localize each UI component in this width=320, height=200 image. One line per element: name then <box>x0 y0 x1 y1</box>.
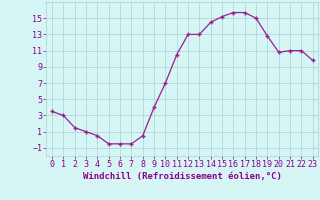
X-axis label: Windchill (Refroidissement éolien,°C): Windchill (Refroidissement éolien,°C) <box>83 172 282 181</box>
